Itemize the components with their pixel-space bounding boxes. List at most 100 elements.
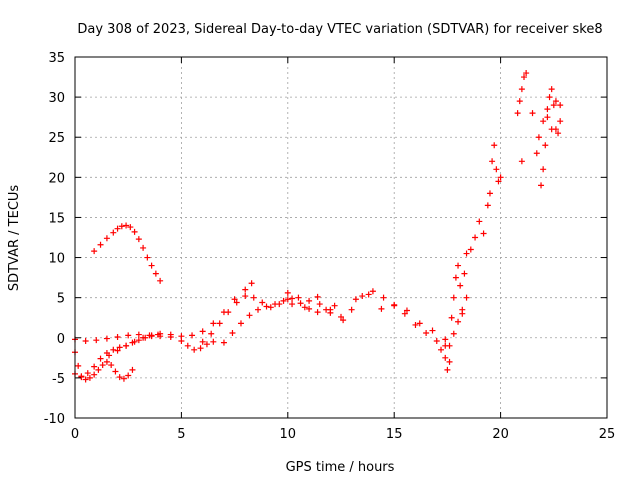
data-point (289, 295, 296, 302)
data-point (250, 294, 257, 301)
data-point (352, 296, 359, 303)
data-point (557, 118, 564, 125)
data-point (110, 229, 117, 236)
data-point (550, 102, 557, 109)
data-point (535, 134, 542, 141)
data-point (306, 305, 313, 312)
data-point (555, 130, 562, 137)
data-point (538, 182, 545, 189)
data-point (152, 270, 159, 277)
data-point (99, 362, 106, 369)
data-point (446, 342, 453, 349)
series-rise-2 (199, 293, 291, 345)
data-point (135, 331, 142, 338)
data-point (125, 332, 132, 339)
data-point (297, 300, 304, 307)
data-point (242, 286, 249, 293)
data-point (199, 338, 206, 345)
data-point (491, 142, 498, 149)
data-point (472, 234, 479, 241)
data-point (433, 337, 440, 344)
data-point (231, 296, 238, 303)
series-rise-1 (106, 280, 255, 359)
data-point (103, 335, 110, 342)
x-tick-label: 5 (177, 427, 185, 442)
data-point (210, 320, 217, 327)
data-point (110, 346, 117, 353)
data-point (103, 235, 110, 242)
data-point (97, 355, 104, 362)
data-point (450, 330, 457, 337)
data-point (259, 299, 266, 306)
y-tick-label: 10 (48, 252, 65, 267)
y-tick-label: -5 (52, 372, 65, 387)
data-point (316, 301, 323, 308)
data-points-layer (72, 70, 564, 383)
y-tick-label: 15 (48, 211, 65, 226)
data-point (246, 312, 253, 319)
data-point (135, 337, 142, 344)
data-point (148, 262, 155, 269)
data-point (540, 118, 547, 125)
data-point (461, 270, 468, 277)
data-point (103, 358, 110, 365)
series-baseline (72, 331, 217, 353)
data-point (348, 306, 355, 313)
data-point (359, 293, 366, 300)
data-point (140, 244, 147, 251)
data-point (75, 362, 82, 369)
data-point (295, 294, 302, 301)
data-point (112, 368, 119, 375)
data-point (516, 98, 523, 105)
data-point (267, 304, 274, 311)
data-point (412, 321, 419, 328)
data-point (480, 230, 487, 237)
data-point (301, 304, 308, 311)
data-point (135, 236, 142, 243)
data-point (97, 241, 104, 248)
y-tick-label: 0 (57, 332, 65, 347)
data-point (255, 306, 262, 313)
data-point (423, 329, 430, 336)
data-point (129, 366, 136, 373)
data-point (82, 337, 89, 344)
data-point (314, 293, 321, 300)
data-point (401, 310, 408, 317)
data-point (548, 86, 555, 93)
data-point (131, 228, 138, 235)
data-point (114, 333, 121, 340)
data-point (123, 222, 130, 229)
data-point (442, 354, 449, 361)
data-point (452, 274, 459, 281)
data-point (199, 328, 206, 335)
data-point (455, 318, 462, 325)
plot-frame (74, 56, 608, 419)
series-evening-4 (540, 98, 564, 137)
data-point (467, 246, 474, 253)
data-point (248, 280, 255, 287)
data-point (148, 332, 155, 339)
x-tick-label: 0 (71, 427, 79, 442)
data-point (403, 307, 410, 314)
data-point (157, 277, 164, 284)
data-point (463, 250, 470, 257)
data-point (123, 342, 130, 349)
series-rise-3 (220, 295, 338, 346)
data-point (306, 297, 313, 304)
data-point (378, 305, 385, 312)
data-point (233, 299, 240, 306)
data-point (220, 339, 227, 346)
data-point (114, 347, 121, 354)
series-midday (284, 288, 449, 349)
data-point (314, 309, 321, 316)
data-point (131, 338, 138, 345)
data-point (108, 362, 115, 369)
data-point (546, 94, 553, 101)
data-point (521, 74, 528, 81)
data-point (184, 342, 191, 349)
data-point (178, 333, 185, 340)
data-point (542, 142, 549, 149)
data-point (327, 309, 334, 316)
data-point (544, 114, 551, 121)
